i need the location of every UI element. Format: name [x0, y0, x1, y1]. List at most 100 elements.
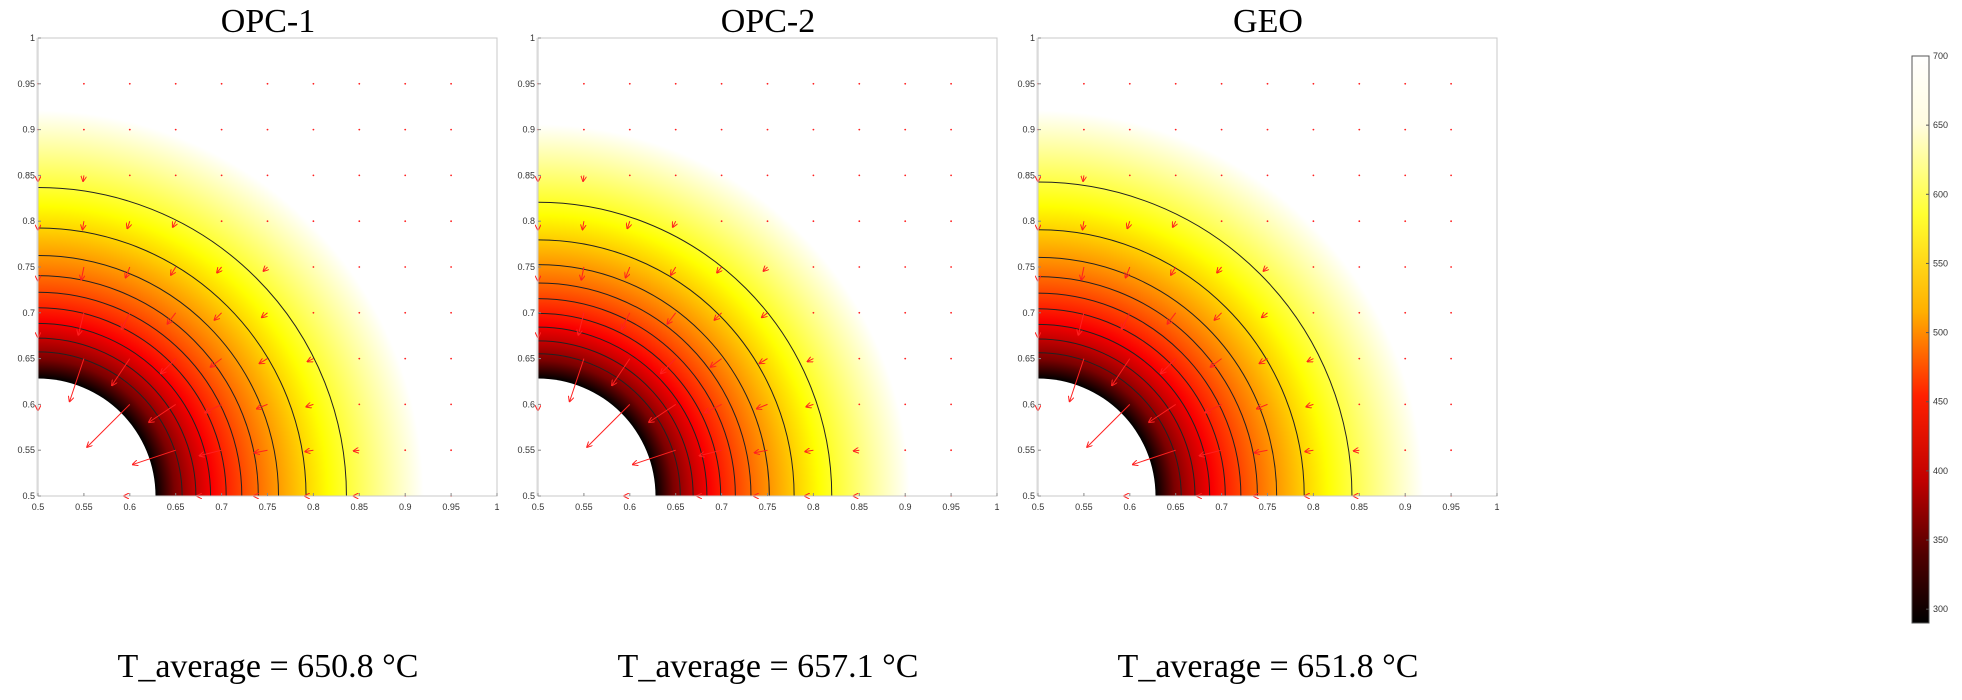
- x-tick-label: 0.65: [167, 502, 185, 512]
- y-tick-label: 0.6: [522, 399, 535, 409]
- flux-dot: [83, 82, 85, 85]
- y-tick-label: 0.65: [1017, 354, 1035, 364]
- y-tick-label: 0.55: [517, 445, 535, 455]
- flux-arrow: [1083, 175, 1084, 180]
- flux-arrow: [587, 404, 631, 446]
- x-tick-label: 0.85: [351, 502, 369, 512]
- panel-caption-opc2: T_average = 657.1 °C: [617, 648, 919, 685]
- flux-dot: [128, 82, 131, 85]
- flux-arrow: [205, 403, 222, 412]
- flux-dot: [950, 403, 952, 406]
- flux-arrow: [255, 450, 268, 453]
- isotherm-contour: [1038, 229, 1305, 496]
- flux-dot: [858, 128, 861, 131]
- flux-dot: [220, 174, 223, 177]
- flux-dot: [450, 311, 452, 314]
- flux-dot: [404, 82, 407, 85]
- flux-dot: [450, 266, 452, 268]
- y-tick-label: 0.95: [517, 79, 535, 89]
- isotherm-contour: [538, 201, 833, 496]
- flux-arrow: [1211, 358, 1222, 367]
- x-tick-label: 0.75: [759, 502, 777, 512]
- flux-dot: [1358, 357, 1361, 360]
- colorbar: 700 650 600 550 500 450 400 350 300: [1911, 51, 1948, 624]
- flux-dot: [1404, 449, 1407, 452]
- flux-arrow: [1087, 404, 1131, 446]
- flux-dot: [674, 128, 677, 131]
- flux-dot: [404, 266, 407, 268]
- flux-arrow: [1122, 312, 1131, 329]
- flux-arrow: [1257, 403, 1268, 408]
- flux-arrow: [1167, 312, 1177, 324]
- flux-dot: [858, 266, 861, 268]
- y-tick-label: 0.65: [517, 354, 535, 364]
- flux-dot: [1128, 174, 1131, 177]
- flux-arrow: [760, 359, 768, 364]
- y-tick-label: 0.6: [22, 399, 35, 409]
- flux-dot: [1358, 174, 1361, 177]
- flux-dot: [1266, 128, 1269, 131]
- colorbar-tick-label: 650: [1933, 120, 1948, 130]
- flux-dot: [950, 82, 952, 85]
- flux-dot: [812, 128, 815, 131]
- y-tick-label: 0.95: [1017, 79, 1035, 89]
- y-tick-label: 0.7: [522, 308, 535, 318]
- flux-arrow: [1217, 266, 1221, 273]
- flux-arrow: [1305, 450, 1314, 451]
- flux-dot: [1220, 220, 1223, 223]
- flux-arrow: [1112, 358, 1131, 386]
- x-tick-label: 0.95: [942, 502, 960, 512]
- flux-dot: [450, 449, 452, 452]
- axis-band-left: [536, 38, 538, 496]
- flux-arrow: [308, 359, 314, 362]
- flux-dot: [1312, 82, 1315, 85]
- flux-dot: [1358, 128, 1361, 131]
- flux-dot: [312, 311, 315, 314]
- flux-dot: [358, 266, 361, 268]
- flux-dot: [1358, 403, 1361, 406]
- flux-dot: [1128, 128, 1131, 131]
- flux-dot: [858, 174, 861, 177]
- flux-dot: [1404, 311, 1407, 314]
- flux-dot: [766, 128, 769, 131]
- flux-arrow: [1308, 359, 1314, 362]
- x-tick-label: 0.6: [124, 502, 137, 512]
- flux-arrow: [1070, 358, 1085, 402]
- x-tick-label: 0.65: [1167, 502, 1185, 512]
- flux-dot: [220, 82, 223, 85]
- flux-dot: [128, 128, 131, 131]
- axis-band-left: [1036, 38, 1038, 496]
- flux-dot: [720, 174, 723, 177]
- panel-title-opc1: OPC-1: [220, 3, 316, 40]
- x-tick-label: 0.8: [807, 502, 820, 512]
- isotherm-contour: [38, 187, 347, 496]
- flux-dot: [450, 357, 452, 360]
- y-tick-label: 0.8: [1022, 216, 1035, 226]
- flux-dot: [674, 82, 677, 85]
- flux-dot: [1174, 82, 1177, 85]
- flux-arrow: [717, 266, 721, 273]
- flux-arrow: [1173, 220, 1176, 227]
- flux-dot: [358, 311, 361, 314]
- flux-arrow: [83, 221, 84, 229]
- flux-arrow: [1161, 358, 1177, 374]
- flux-dot: [950, 174, 952, 177]
- flux-dot: [1312, 220, 1315, 223]
- panel-caption-geo: T_average = 651.8 °C: [1117, 648, 1419, 685]
- isotherm-contour: [38, 351, 183, 496]
- flux-dot: [1312, 266, 1315, 268]
- flux-arrow: [260, 359, 268, 364]
- heatmap-panel-2: 0.5 0.55 0.6 0.65 0.7 0.75 0.8 0.85 0.9 0.95 1 0.5 0…: [1017, 33, 1499, 512]
- flux-dot: [358, 357, 361, 360]
- flux-dot: [404, 449, 407, 452]
- x-tick-label: 1: [1494, 502, 1499, 512]
- flux-dot: [1083, 82, 1085, 85]
- colorbar-tick-label: 350: [1933, 535, 1948, 545]
- y-tick-label: 0.75: [517, 262, 535, 272]
- flux-arrow: [764, 267, 768, 271]
- flux-dot: [450, 82, 452, 85]
- flux-dot: [858, 220, 861, 223]
- flux-dot: [1312, 128, 1315, 131]
- flux-dot: [1404, 82, 1407, 85]
- x-tick-label: 0.75: [1259, 502, 1277, 512]
